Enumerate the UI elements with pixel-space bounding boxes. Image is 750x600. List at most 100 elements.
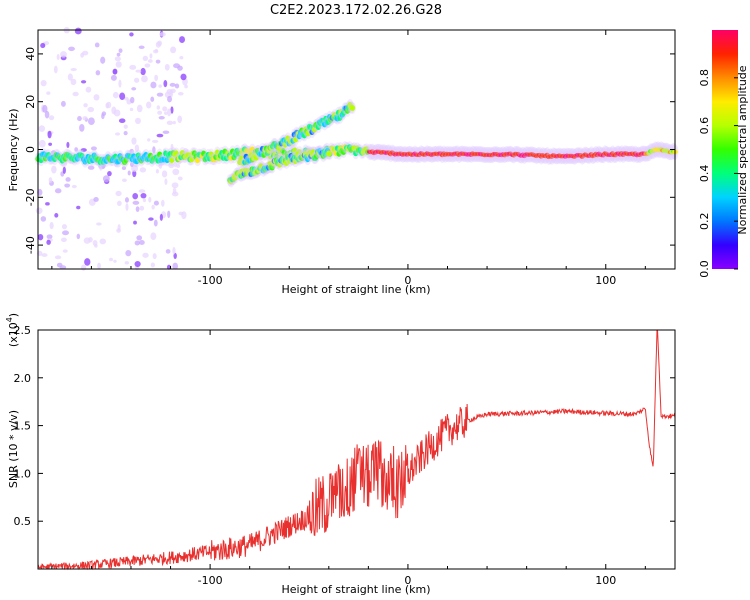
noise-speck (68, 46, 75, 52)
noise-speck (116, 228, 122, 233)
noise-speck (168, 162, 175, 169)
ridge-point (164, 157, 170, 164)
noise-speck (74, 27, 82, 35)
noise-speck (80, 80, 87, 84)
noise-speck (166, 120, 174, 126)
noise-speck (158, 115, 165, 120)
noise-speck (150, 232, 157, 240)
noise-speck (97, 262, 101, 270)
colorbar-tick-label: 0.4 (698, 165, 711, 183)
noise-speck (162, 130, 170, 134)
noise-speck (176, 164, 181, 168)
noise-speck (124, 197, 129, 203)
snr-y-multiplier: (x104) (5, 313, 20, 347)
noise-speck (64, 183, 71, 188)
noise-speck (123, 124, 128, 129)
snr-frame (37, 329, 676, 570)
noise-speck (165, 249, 171, 254)
noise-speck (76, 205, 81, 210)
colorbar-tick-label: 0.8 (698, 69, 711, 87)
noise-speck (109, 257, 113, 262)
noise-speck (172, 168, 180, 175)
noise-speck (139, 239, 145, 245)
ridge-point (292, 147, 298, 154)
noise-speck (99, 238, 107, 245)
noise-speck (60, 237, 67, 242)
noise-speck (113, 259, 117, 263)
snr-x-label: Height of straight line (km) (281, 583, 430, 596)
noise-speck (116, 200, 122, 207)
noise-speck (131, 87, 137, 91)
spectrogram-y-tick-label: -20 (24, 188, 37, 206)
noise-speck (133, 220, 137, 225)
noise-speck (179, 55, 184, 60)
noise-speck (48, 142, 53, 146)
noise-speck (136, 104, 143, 113)
noise-speck (161, 170, 168, 178)
noise-speck (139, 205, 145, 211)
noise-speck (156, 105, 160, 110)
noise-speck (46, 234, 53, 240)
noise-speck (46, 239, 51, 245)
colorbar-tick-label: 0.2 (698, 212, 711, 230)
noise-speck (171, 182, 179, 189)
noise-speck (110, 74, 117, 81)
noise-speck (159, 32, 166, 37)
noise-speck (115, 190, 122, 197)
noise-speck (147, 59, 153, 63)
noise-speck (121, 178, 127, 183)
noise-speck (82, 50, 89, 56)
noise-speck (129, 32, 134, 37)
noise-speck (56, 262, 63, 268)
noise-speck (44, 110, 50, 119)
noise-speck (134, 260, 141, 268)
noise-speck (152, 253, 157, 260)
noise-speck (45, 202, 50, 206)
noise-speck (151, 204, 155, 210)
ridge-point (38, 157, 44, 164)
noise-speck (170, 46, 177, 54)
noise-speck (179, 36, 186, 44)
noise-speck (79, 124, 85, 132)
ridge-point (349, 104, 356, 111)
noise-speck (159, 213, 163, 221)
noise-speck (54, 188, 62, 194)
ridge-point (131, 153, 137, 160)
noise-speck (131, 165, 139, 172)
noise-speck (72, 91, 79, 97)
noise-speck (129, 162, 134, 167)
noise-speck (84, 258, 91, 266)
noise-speck (177, 92, 184, 96)
noise-speck (38, 125, 46, 132)
noise-speck (172, 120, 176, 125)
noise-speck (90, 146, 97, 151)
noise-speck (114, 56, 121, 62)
noise-speck (77, 116, 82, 122)
ridge-point (292, 136, 299, 143)
noise-speck (87, 117, 95, 126)
noise-speck (62, 249, 68, 253)
ridge-point (188, 156, 195, 163)
noise-speck (96, 222, 102, 226)
noise-speck (164, 178, 168, 185)
colorbar-tick-label: 0.0 (698, 260, 711, 278)
spectrogram-x-label: Height of straight line (km) (281, 283, 430, 296)
noise-speck (124, 261, 129, 265)
noise-speck (49, 222, 54, 230)
noise-speck (119, 92, 126, 100)
ridge-point (169, 157, 175, 164)
snr-axes: -100 0 100 0.5 1.0 1.5 2.0 2.5 (14, 324, 675, 587)
spectrogram-y-tick-label: -40 (24, 236, 37, 254)
noise-speck (92, 239, 98, 246)
noise-speck (74, 147, 79, 152)
spectrogram-y-tick-label: 40 (24, 47, 37, 61)
noise-speck (135, 117, 141, 124)
noise-speck (161, 199, 165, 207)
noise-speck (105, 102, 110, 109)
ridge-point (253, 154, 259, 161)
colorbar: 0.0 0.2 0.4 0.6 0.8 Normalized spectral ampl… (698, 30, 749, 278)
spectrogram-panel: -100 0 100 -40 -20 0 20 40 Height of straight l… (7, 26, 679, 296)
ridge-point (112, 153, 119, 160)
noise-speck (144, 63, 151, 68)
noise-speck (48, 177, 53, 184)
